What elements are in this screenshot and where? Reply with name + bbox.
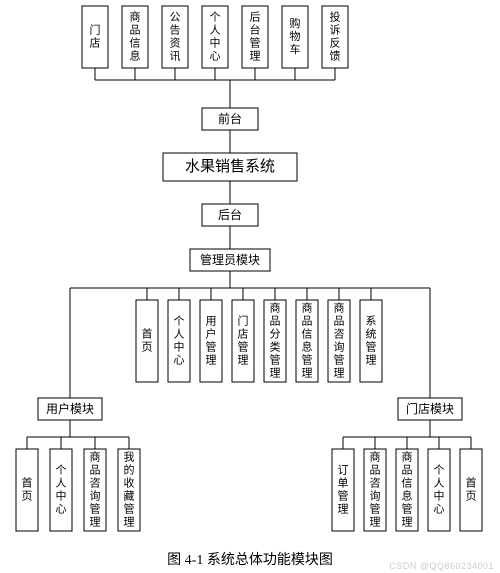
node-fe7: 投诉反馈 (322, 6, 348, 68)
node-s2: 商品咨询管理 (364, 449, 386, 531)
node-ad2: 个人中心 (168, 300, 190, 382)
node-fe2: 商品信息 (122, 6, 148, 68)
node-ad7: 商品咨询管理 (328, 300, 350, 382)
svg-text:个人中心: 个人中心 (434, 463, 445, 515)
node-frontend: 前台 (202, 108, 258, 130)
svg-text:商品信息管理: 商品信息管理 (302, 300, 313, 379)
node-s5: 首页 (460, 449, 482, 531)
node-backend: 后台 (202, 204, 258, 226)
node-ad4: 门店管理 (232, 300, 254, 382)
svg-text:后台: 后台 (218, 207, 242, 222)
node-u4: 我的收藏管理 (118, 449, 140, 531)
node-fe3: 公告资讯 (162, 6, 188, 68)
svg-text:后台管理: 后台管理 (250, 10, 261, 62)
svg-text:首页: 首页 (22, 475, 33, 502)
svg-text:门店管理: 门店管理 (238, 313, 249, 366)
svg-text:水果销售系统: 水果销售系统 (185, 158, 275, 175)
node-s1: 订单管理 (332, 449, 354, 531)
svg-text:商品咨询管理: 商品咨询管理 (90, 449, 101, 528)
node-storeMod: 门店模块 (398, 398, 462, 420)
node-u1: 首页 (16, 449, 38, 531)
svg-text:首页: 首页 (466, 475, 477, 502)
svg-text:用户管理: 用户管理 (206, 315, 217, 366)
svg-text:公告资讯: 公告资讯 (170, 11, 181, 62)
node-userMod: 用户模块 (38, 398, 102, 420)
node-fe4: 个人中心 (202, 6, 228, 68)
node-s4: 个人中心 (428, 449, 450, 531)
node-admin: 管理员模块 (190, 249, 270, 271)
svg-text:用户模块: 用户模块 (46, 401, 94, 416)
svg-text:投诉反馈: 投诉反馈 (330, 9, 341, 62)
svg-text:我的收藏管理: 我的收藏管理 (124, 450, 135, 528)
node-system: 水果销售系统 (163, 153, 297, 181)
svg-text:商品信息管理: 商品信息管理 (402, 449, 413, 528)
svg-text:商品咨询管理: 商品咨询管理 (334, 300, 345, 379)
svg-text:个人中心: 个人中心 (210, 10, 221, 62)
node-u2: 个人中心 (50, 449, 72, 531)
svg-text:购物车: 购物车 (290, 16, 301, 56)
node-ad1: 首页 (136, 300, 158, 382)
svg-text:系统管理: 系统管理 (366, 314, 377, 366)
node-s3: 商品信息管理 (396, 449, 418, 531)
svg-text:首页: 首页 (142, 326, 153, 353)
node-ad3: 用户管理 (200, 300, 222, 382)
svg-text:个人中心: 个人中心 (174, 314, 185, 366)
svg-text:个人中心: 个人中心 (56, 463, 67, 515)
svg-text:门店模块: 门店模块 (406, 401, 454, 416)
node-ad8: 系统管理 (360, 300, 382, 382)
node-ad6: 商品信息管理 (296, 300, 318, 382)
node-u3: 商品咨询管理 (84, 449, 106, 531)
svg-text:管理员模块: 管理员模块 (200, 252, 260, 267)
svg-text:门店: 门店 (90, 22, 101, 49)
svg-text:商品信息: 商品信息 (130, 9, 141, 62)
node-ad5: 商品分类管理 (264, 300, 286, 382)
node-fe1: 门店 (82, 6, 108, 68)
node-fe5: 后台管理 (242, 6, 268, 68)
svg-text:订单管理: 订单管理 (338, 463, 349, 515)
node-fe6: 购物车 (282, 6, 308, 68)
svg-text:前台: 前台 (218, 111, 242, 126)
watermark-text: CSDN @QQ860234001 (389, 561, 494, 571)
svg-text:商品咨询管理: 商品咨询管理 (370, 449, 381, 528)
svg-text:商品分类管理: 商品分类管理 (270, 300, 281, 379)
